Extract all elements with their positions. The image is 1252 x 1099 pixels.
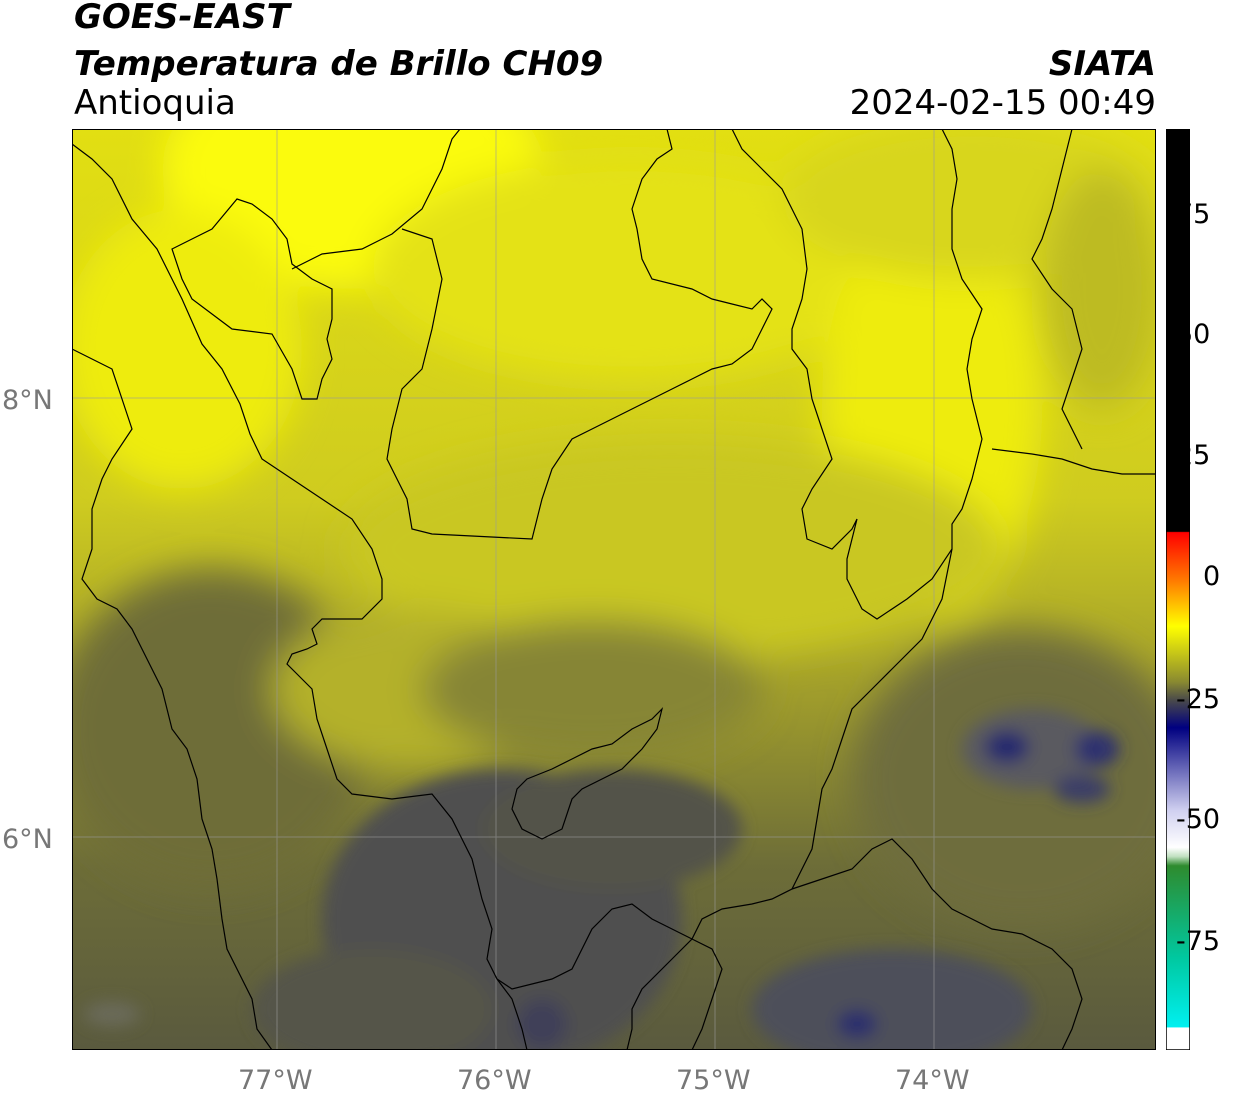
boundaries [72,129,1156,1050]
colorbar-tick-75: 75 [1176,199,1211,230]
coastline-west [72,143,528,1050]
region-label: Antioquia [74,83,236,123]
colorbar-tick-minus-50: -50 [1176,804,1221,835]
cold-cloud-regions [84,709,1119,1050]
lon-label-75w: 75°W [676,1065,751,1096]
organization-label: SIATA [1048,44,1156,84]
caldas-border [496,903,723,1050]
antioquia-north-border [386,129,773,540]
colorbar [1166,129,1190,1050]
colorbar-tick-0: 0 [1203,561,1221,592]
boyaca-border [791,838,1083,1050]
lon-label-77w: 77°W [238,1065,313,1096]
title-satellite: GOES-EAST [74,0,290,37]
graticule [72,129,1156,1050]
colorbar-tick-50: 50 [1176,319,1211,350]
lon-label-76w: 76°W [457,1065,532,1096]
lat-label-6n: 6°N [2,824,53,855]
colorbar-gradient [1166,129,1190,1050]
timestamp-label: 2024-02-15 00:49 [849,83,1156,123]
bolivar-border [731,129,983,620]
venezuela-border [1031,129,1083,450]
lat-label-8n: 8°N [2,385,53,416]
colorbar-tick-minus-75: -75 [1176,926,1221,957]
antioquia-east-border [626,548,953,1050]
medellin-metro [511,707,664,840]
coastline-pacific [72,348,273,1050]
gulf-uraba [171,198,333,400]
santander-border [991,448,1156,475]
brightness-temperature-map [72,129,1156,1050]
atrato-river [291,129,461,270]
colorbar-tick-minus-25: -25 [1176,684,1221,715]
colorbar-tick-25: 25 [1176,440,1211,471]
title-product: Temperatura de Brillo CH09 [74,44,604,84]
lon-label-74w: 74°W [895,1065,970,1096]
